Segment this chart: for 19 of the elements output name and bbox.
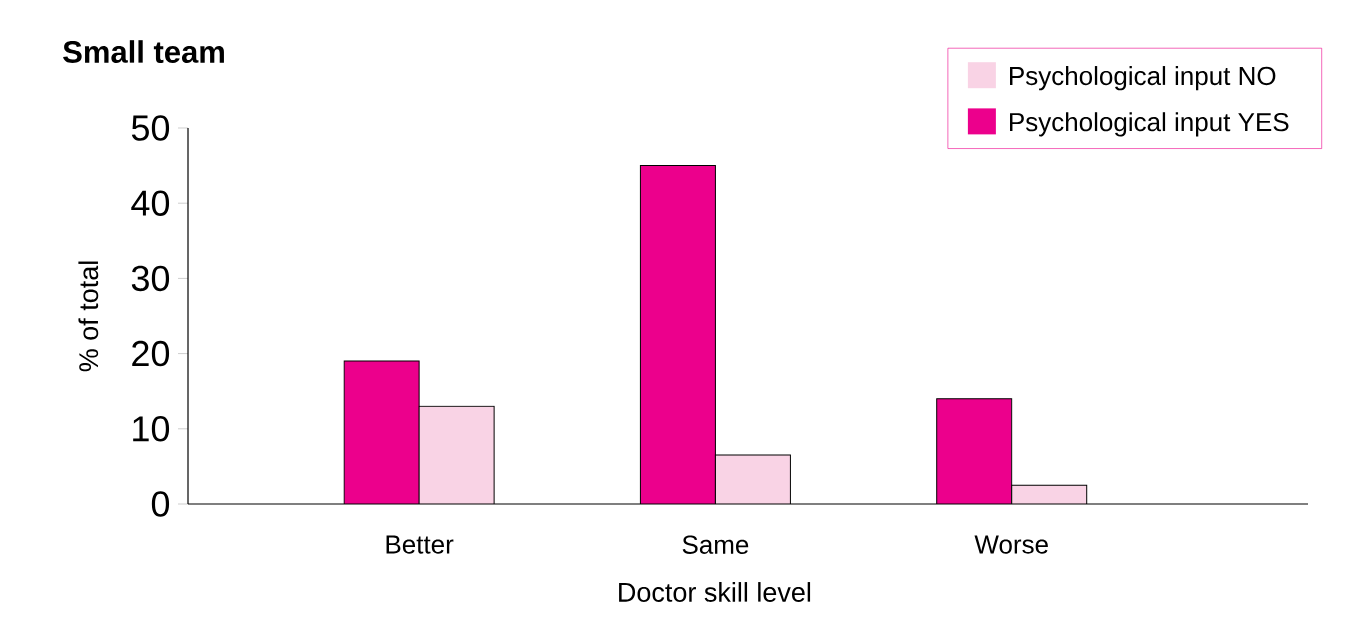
x-axis-title: Doctor skill level [619,582,811,602]
bar [640,165,716,504]
legend-label: Psychological input YES [1010,112,1289,137]
bar [936,398,1013,504]
x-tick-label: Worse [974,535,1048,554]
y-tick-label: 10 [133,416,170,442]
y-tick-label: 30 [131,265,170,292]
y-tick-label: 40 [131,190,170,216]
bar [419,406,495,504]
bar [344,361,420,504]
y-tick-label: 0 [151,491,170,517]
y-tick-label: 20 [132,340,170,367]
chart-title: Small team [63,40,224,63]
bar [715,455,791,504]
legend-label: Psychological input NO [1010,66,1276,91]
x-tick-label: Better [386,535,454,554]
y-tick-label: 50 [131,115,170,141]
y-axis-title: % of total [78,261,99,372]
x-tick-label: Same [682,535,749,554]
